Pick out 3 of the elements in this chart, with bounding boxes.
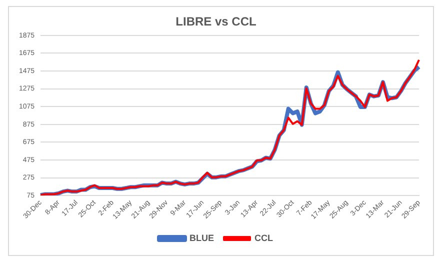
chart-title: LIBRE vs CCL <box>176 14 256 29</box>
legend-label: BLUE <box>190 232 214 243</box>
legend-label: CCL <box>254 232 274 243</box>
